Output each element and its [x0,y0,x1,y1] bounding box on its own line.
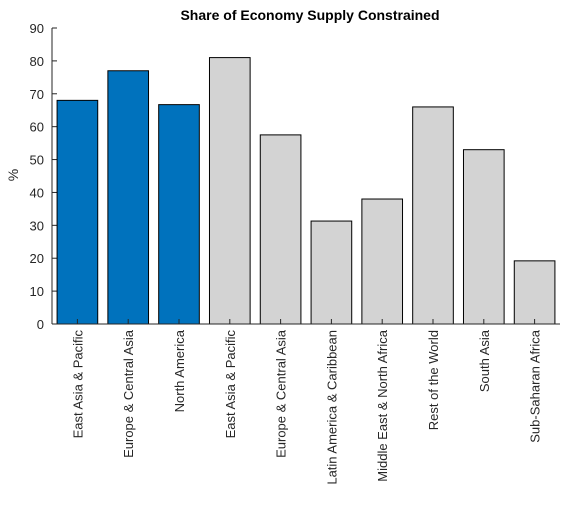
x-tick-label: North America [172,329,187,412]
x-tick-label: Sub-Saharan Africa [528,329,543,443]
bar [56,99,99,325]
y-tick-label: 70 [30,87,44,102]
bar [208,57,251,325]
x-tick-label: Latin America & Caribbean [324,330,339,485]
bar [462,149,505,325]
bar [259,134,302,325]
x-tick-label: East Asia & Pacific [223,330,238,439]
bar [513,260,556,325]
bar [361,198,404,325]
bar [158,104,200,325]
y-tick-label: 50 [30,153,44,168]
y-tick-label: 0 [37,317,44,332]
y-tick-label: 80 [30,54,44,69]
bar [107,70,150,325]
chart-title: Share of Economy Supply Constrained [180,7,439,23]
y-tick-label: 40 [30,185,44,200]
x-tick-label: Europe & Central Asia [121,329,136,458]
bar [310,220,353,325]
y-tick-label: 10 [30,284,44,299]
y-tick-label: 60 [30,120,44,135]
x-tick-label: Europe & Central Asia [274,329,289,458]
y-tick-label: 90 [30,21,44,36]
x-tick-label: Rest of the World [426,330,441,430]
y-tick-label: 30 [30,218,44,233]
bar [412,106,454,325]
x-axis: East Asia & Pacific Europe & Central Asia… [52,319,560,485]
y-axis-label: % [5,169,21,181]
y-tick-label: 20 [30,251,44,266]
bars-group [56,57,556,325]
y-axis: 0 10 20 30 40 50 60 70 80 90 [30,21,57,332]
x-tick-label: East Asia & Pacific [70,330,85,439]
x-tick-label: Middle East & North Africa [375,329,390,481]
x-tick-label: South Asia [477,329,492,392]
